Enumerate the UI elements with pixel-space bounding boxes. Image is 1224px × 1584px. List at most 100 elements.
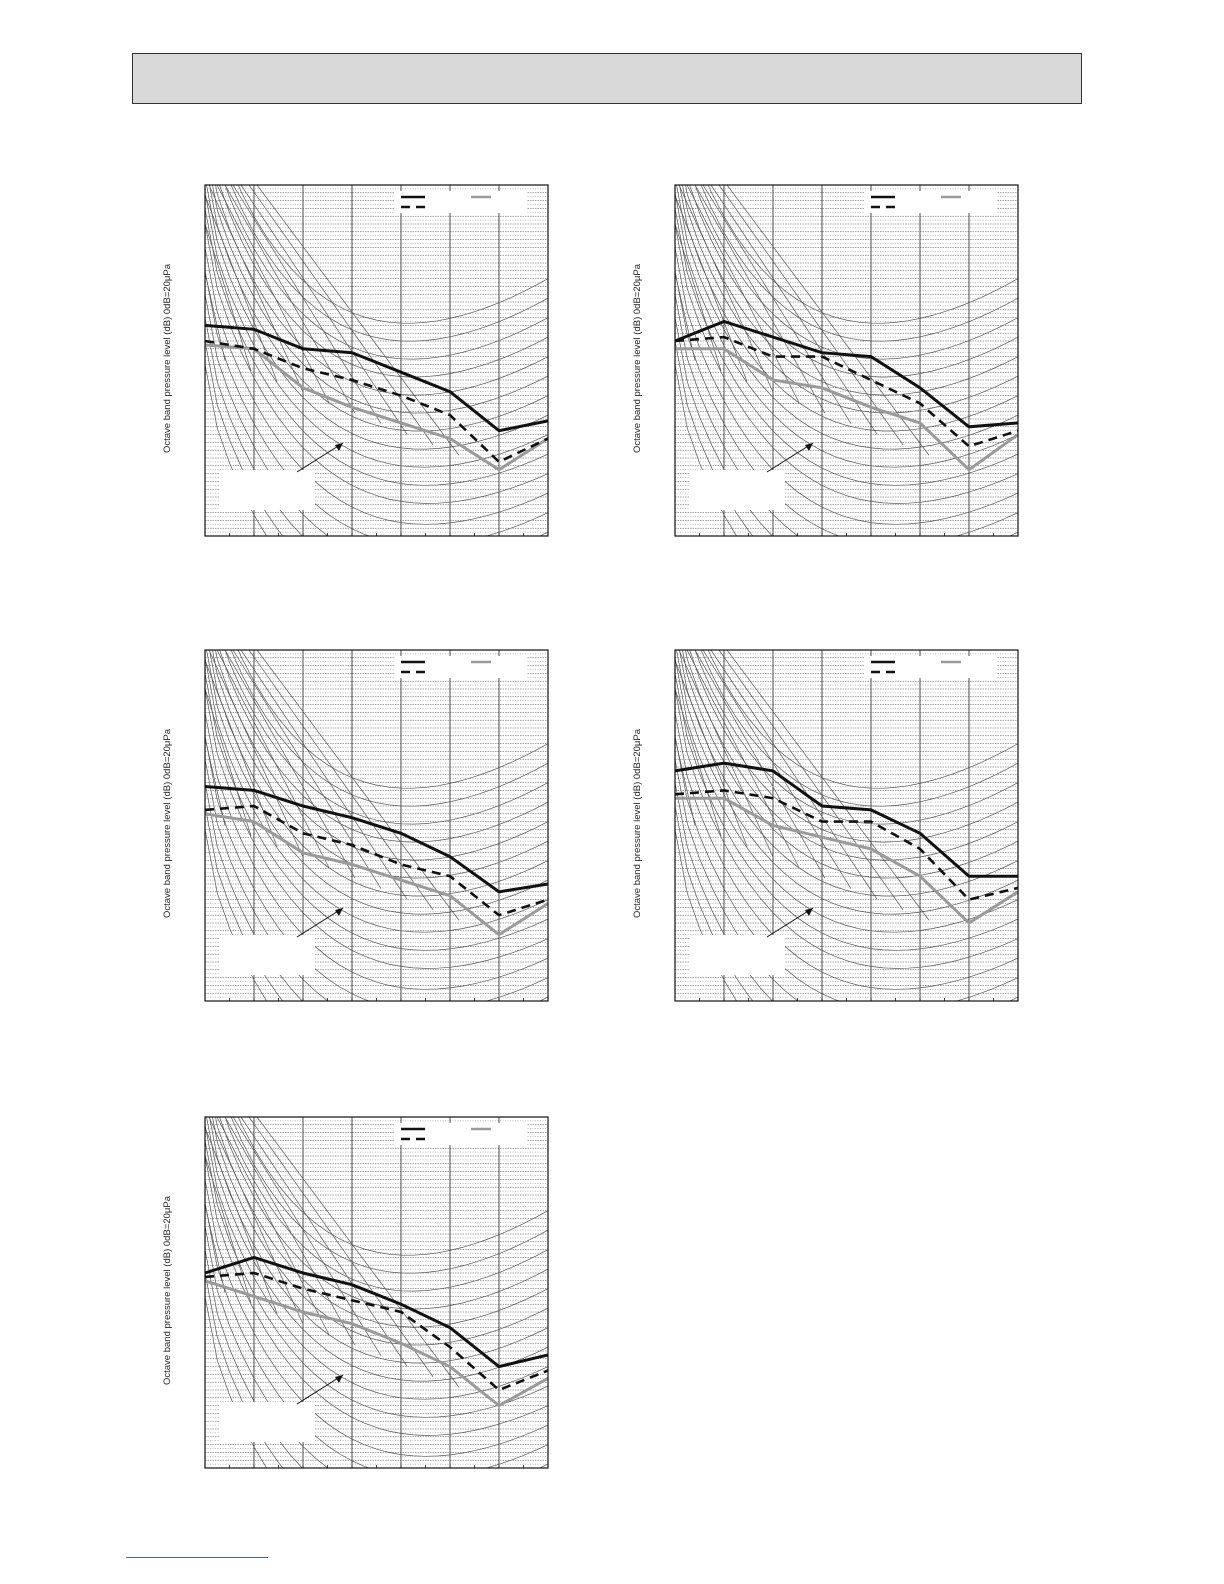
legend-box [865, 656, 997, 678]
nc-curve [206, 185, 548, 450]
y-axis-label: Octave band pressure level (dB) 0dB=20μP… [162, 1196, 173, 1385]
nc-curve [230, 185, 548, 342]
annotation-box [219, 470, 315, 510]
nc-diagonal [248, 650, 434, 910]
nc-curve [675, 688, 1018, 969]
nc-diagonal [248, 1117, 434, 1377]
nc-curve [224, 1117, 548, 1292]
nc-diagonal [216, 185, 330, 403]
legend-box [865, 191, 997, 213]
nc-curve [675, 294, 1018, 536]
nc-curve [675, 657, 1018, 933]
nc-diagonal [232, 1117, 382, 1356]
nc-curve [689, 650, 1018, 843]
series-line-low [204, 343, 549, 472]
nc-diagonal [205, 194, 278, 382]
nc-curve [205, 829, 268, 1001]
nc-curve [205, 294, 548, 536]
nc-curve [219, 1117, 548, 1310]
legend [865, 191, 997, 213]
nc-diagonal [675, 222, 722, 372]
nc-diagonal [694, 650, 826, 879]
nc-curve [237, 1117, 548, 1256]
nc-curve [205, 712, 548, 990]
nc-curves [205, 185, 548, 536]
nc-curve [675, 247, 1018, 525]
series-line-high [674, 319, 1019, 429]
annotation-arrow-line [296, 907, 344, 938]
nc-curve [205, 208, 548, 486]
nc-curve [205, 192, 548, 468]
nc-curve [205, 1296, 268, 1468]
nc-diagonal [686, 650, 800, 868]
nc-chart-5 [204, 1116, 549, 1469]
series-line-mid [204, 339, 549, 464]
nc-diagonal [718, 650, 904, 910]
nc-curve [206, 1117, 548, 1382]
nc-curve [205, 1140, 548, 1418]
annotation-box [219, 935, 315, 975]
nc-diagonal [205, 1203, 226, 1293]
nc-curve [205, 1155, 548, 1436]
nc-diagonal [686, 185, 800, 403]
nc-curve [676, 185, 1018, 450]
nc-curve [675, 364, 738, 536]
annotation-arrowhead [335, 908, 343, 916]
legend [395, 656, 527, 678]
nc-diagonal [208, 185, 304, 393]
nc-diagonal [205, 659, 278, 847]
nc-curve [205, 1202, 548, 1468]
nc-curve [205, 364, 268, 536]
nc-diagonal [205, 1126, 278, 1314]
nc-curve [205, 223, 548, 504]
nc-curve [205, 270, 548, 536]
legend-box [395, 191, 527, 213]
nc-curve [707, 185, 1018, 324]
series-line-mid [204, 1271, 549, 1392]
nc-curve [685, 650, 1018, 861]
nc-chart-3 [204, 649, 549, 1002]
nc-diagonal [678, 185, 774, 393]
nc-diagonal [240, 1117, 408, 1367]
grid [205, 1117, 548, 1468]
nc-curve [205, 317, 303, 536]
nc-curve [205, 688, 548, 969]
legend-box [395, 1123, 527, 1145]
nc-curve [707, 650, 1018, 789]
series-line-low [675, 796, 1019, 925]
nc-diagonal [205, 687, 252, 837]
footer-link[interactable] [126, 1557, 268, 1558]
annotation-arrowhead [805, 908, 813, 916]
nc-diagonal [675, 271, 696, 361]
nc-curve [694, 650, 1018, 825]
nc-curve [700, 650, 1018, 807]
nc-diagonal [216, 1117, 330, 1335]
nc-diagonal [678, 650, 774, 858]
annotation-arrow-line [766, 442, 814, 473]
nc-chart-1 [204, 184, 549, 537]
y-axis-label: Octave band pressure level (dB) 0dB=20μP… [632, 264, 643, 453]
nc-curve [675, 712, 1018, 990]
nc-curve [215, 1117, 548, 1328]
series-line-high [674, 761, 1018, 878]
section-header-bar [132, 53, 1082, 104]
nc-curves [675, 185, 1018, 536]
nc-curve [205, 1124, 548, 1400]
series-line-low [204, 812, 549, 937]
nc-curve [682, 650, 1018, 879]
nc-diagonal [232, 185, 382, 424]
nc-curve [685, 185, 1018, 396]
nc-diagonal [726, 650, 930, 921]
nc-curve [205, 1179, 548, 1457]
nc-curve [675, 192, 1018, 468]
annotation-arrowhead [805, 443, 813, 451]
nc-diagonal [224, 1117, 356, 1346]
nc-curve [224, 650, 548, 825]
annotation-box [689, 470, 785, 510]
y-axis-label: Octave band pressure level (dB) 0dB=20μP… [162, 729, 173, 918]
nc-curve [224, 185, 548, 360]
nc-curve [205, 1226, 548, 1468]
nc-diagonal [224, 185, 356, 414]
annotation-arrow-line [296, 1374, 344, 1405]
nc-chart-4 [674, 649, 1019, 1002]
